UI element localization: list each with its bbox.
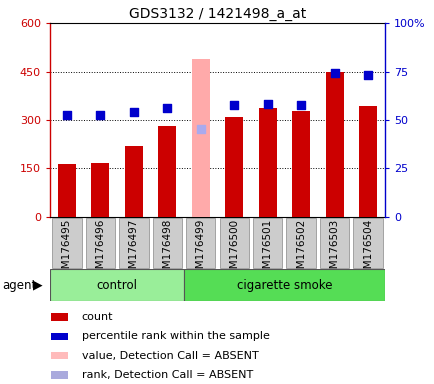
Point xyxy=(297,103,304,109)
Bar xyxy=(325,72,343,217)
Text: count: count xyxy=(82,312,113,322)
Bar xyxy=(191,59,210,217)
Text: GSM176495: GSM176495 xyxy=(62,218,72,282)
Point xyxy=(164,105,171,111)
FancyBboxPatch shape xyxy=(152,218,181,268)
Bar xyxy=(51,352,68,359)
FancyBboxPatch shape xyxy=(52,218,81,268)
Text: GSM176498: GSM176498 xyxy=(162,218,172,282)
Title: GDS3132 / 1421498_a_at: GDS3132 / 1421498_a_at xyxy=(128,7,306,21)
FancyBboxPatch shape xyxy=(85,218,115,268)
Text: GSM176496: GSM176496 xyxy=(95,218,105,282)
Text: ▶: ▶ xyxy=(33,279,42,291)
Text: agent: agent xyxy=(2,279,36,291)
FancyBboxPatch shape xyxy=(186,218,215,268)
Text: GSM176497: GSM176497 xyxy=(128,218,138,282)
Bar xyxy=(91,163,109,217)
Text: GSM176504: GSM176504 xyxy=(362,218,372,282)
FancyBboxPatch shape xyxy=(119,218,148,268)
FancyBboxPatch shape xyxy=(286,218,315,268)
Point xyxy=(63,112,70,118)
Bar xyxy=(358,106,377,217)
Point xyxy=(197,126,204,132)
FancyBboxPatch shape xyxy=(50,269,184,301)
FancyBboxPatch shape xyxy=(353,218,382,268)
Text: GSM176503: GSM176503 xyxy=(329,218,339,282)
Text: cigarette smoke: cigarette smoke xyxy=(236,279,332,291)
Bar xyxy=(51,333,68,340)
Point xyxy=(230,103,237,109)
Point xyxy=(264,101,271,107)
Bar xyxy=(124,146,143,217)
Point xyxy=(130,109,137,115)
Bar xyxy=(258,108,276,217)
Bar xyxy=(158,126,176,217)
Bar xyxy=(224,118,243,217)
Point xyxy=(364,72,371,78)
Text: GSM176501: GSM176501 xyxy=(262,218,272,282)
Bar xyxy=(291,111,310,217)
Bar xyxy=(57,164,76,217)
Text: GSM176499: GSM176499 xyxy=(195,218,205,282)
Text: control: control xyxy=(96,279,137,291)
Text: percentile rank within the sample: percentile rank within the sample xyxy=(82,331,269,341)
Text: GSM176500: GSM176500 xyxy=(229,218,239,281)
FancyBboxPatch shape xyxy=(319,218,349,268)
FancyBboxPatch shape xyxy=(184,269,384,301)
Bar xyxy=(51,371,68,379)
FancyBboxPatch shape xyxy=(253,218,282,268)
Text: GSM176502: GSM176502 xyxy=(296,218,306,282)
Bar xyxy=(51,313,68,321)
Point xyxy=(331,70,338,76)
Text: value, Detection Call = ABSENT: value, Detection Call = ABSENT xyxy=(82,351,258,361)
Text: rank, Detection Call = ABSENT: rank, Detection Call = ABSENT xyxy=(82,370,253,380)
Point xyxy=(97,112,104,118)
FancyBboxPatch shape xyxy=(219,218,248,268)
